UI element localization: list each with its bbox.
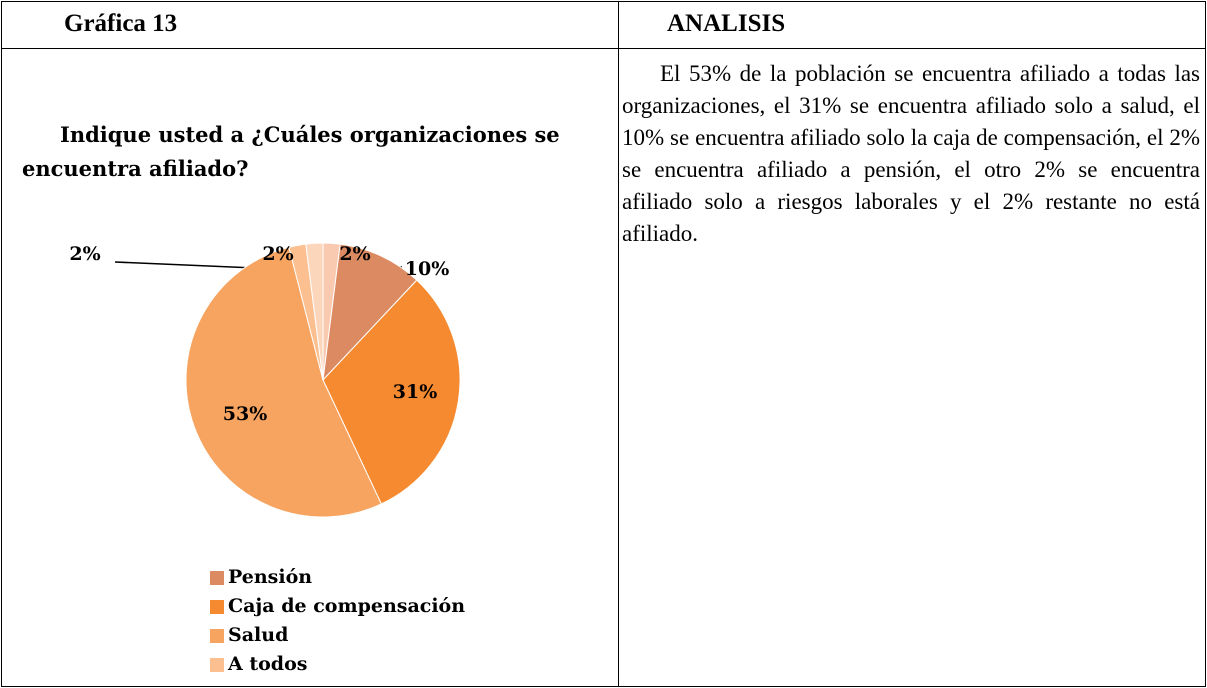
pie-slice [322, 243, 418, 382]
chart: 2% 10% 31% 53% 2% 2% Pensión Caja de compensaci… [69, 242, 465, 675]
data-label: 10% [405, 258, 450, 280]
legend-label: Salud [228, 624, 288, 646]
pie-slice [305, 242, 324, 381]
analysis-cell [618, 48, 1206, 687]
legend-swatch [210, 629, 224, 643]
data-label: 53% [223, 403, 268, 425]
data-label: 31% [393, 381, 438, 403]
legend-swatch [210, 658, 224, 672]
data-label: 2% [69, 243, 100, 265]
legend-swatch [210, 571, 224, 585]
analysis: El 53% de la población se encuentra afil… [622, 61, 1200, 246]
data-label: 2% [262, 243, 293, 265]
pie-slice [322, 279, 461, 505]
header-left: Gráfica 13 [64, 10, 178, 37]
pie-slice [185, 246, 382, 518]
data-label: 2% [339, 243, 370, 265]
header-right: ANALISIS [667, 10, 786, 37]
legend-label: Caja de compensación [228, 595, 465, 617]
legend-label: Pensión [228, 566, 312, 588]
legend-swatch [210, 600, 224, 614]
legend-label: A todos [227, 653, 307, 675]
header-cell: ANALISIS [618, 1, 1206, 49]
question: Indique usted a ¿Cuáles organizaciones s… [22, 122, 560, 181]
